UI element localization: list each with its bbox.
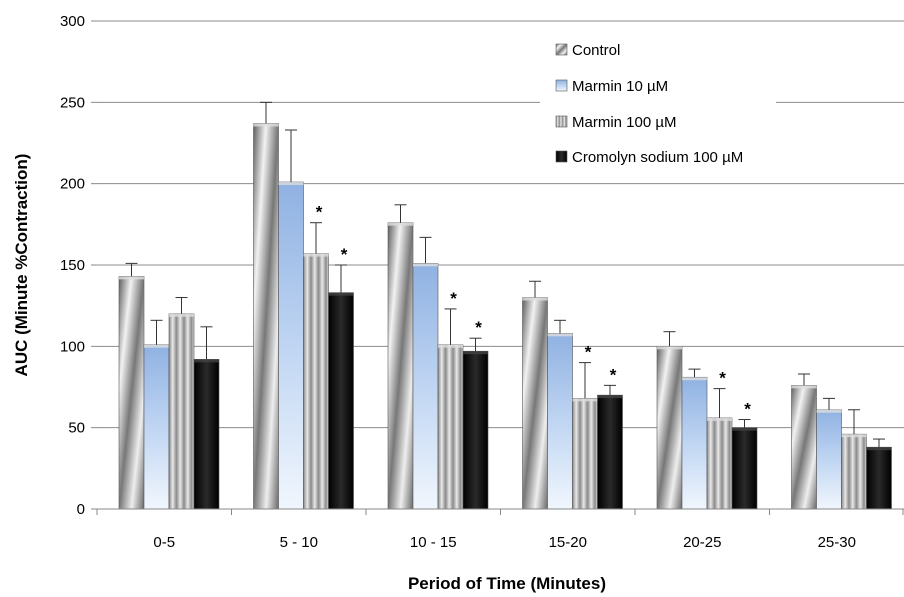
bar bbox=[791, 385, 817, 510]
legend-background bbox=[540, 30, 776, 176]
bars: * * * * * * * * bbox=[118, 101, 892, 510]
bar-cap bbox=[169, 313, 194, 317]
bar bbox=[143, 344, 170, 510]
x-tick-label: 15-20 bbox=[549, 534, 587, 551]
significance-marker: * bbox=[610, 365, 617, 384]
bar-cap bbox=[144, 344, 169, 348]
bar-cap bbox=[119, 276, 144, 280]
significance-marker: * bbox=[585, 343, 592, 362]
bar bbox=[303, 253, 329, 510]
bar-cap bbox=[303, 253, 329, 257]
gridlines bbox=[97, 20, 904, 429]
bar-cap bbox=[866, 447, 892, 451]
bar-cap bbox=[657, 346, 682, 350]
bar bbox=[522, 297, 548, 510]
bar bbox=[412, 263, 439, 510]
x-tick-label: 20-25 bbox=[683, 534, 721, 551]
bar-cap bbox=[572, 398, 598, 402]
bar-cap bbox=[388, 222, 413, 226]
bar bbox=[816, 409, 842, 510]
legend-label: Marmin 100 µM bbox=[572, 114, 677, 131]
bar bbox=[547, 333, 573, 510]
bar-cap bbox=[707, 417, 732, 421]
bar-cap bbox=[194, 359, 219, 363]
x-tick-label: 0-5 bbox=[153, 534, 175, 551]
legend-swatch bbox=[555, 150, 568, 163]
y-tick-label: 150 bbox=[60, 257, 85, 274]
y-tick-label: 250 bbox=[60, 94, 85, 111]
legend-swatch bbox=[555, 43, 568, 56]
significance-marker: * bbox=[719, 369, 726, 388]
x-tick-label: 25-30 bbox=[818, 534, 856, 551]
significance-marker: * bbox=[450, 289, 457, 308]
bar-cap bbox=[328, 292, 354, 296]
bar bbox=[118, 276, 145, 510]
bar bbox=[706, 417, 733, 510]
y-tick-label: 100 bbox=[60, 338, 85, 355]
bar bbox=[193, 359, 220, 510]
bar-cap bbox=[791, 385, 817, 389]
significance-marker: * bbox=[744, 400, 751, 419]
bar-cap bbox=[463, 351, 488, 355]
bar bbox=[572, 398, 598, 510]
legend-label: Marmin 10 µM bbox=[572, 78, 668, 95]
bar-cap bbox=[438, 344, 463, 348]
x-tick-label: 5 - 10 bbox=[280, 534, 318, 551]
bar bbox=[253, 123, 279, 510]
y-tick-label: 50 bbox=[68, 420, 85, 437]
bar bbox=[866, 446, 892, 510]
significance-marker: * bbox=[475, 318, 482, 337]
y-tick-label: 200 bbox=[60, 176, 85, 193]
bar bbox=[841, 433, 867, 510]
legend-label: Cromolyn sodium 100 µM bbox=[572, 149, 743, 166]
y-axis-title: AUC (Minute %Contraction) bbox=[12, 154, 31, 377]
bar-cap bbox=[413, 263, 438, 267]
bar-cap bbox=[682, 377, 707, 381]
bar-cap bbox=[841, 434, 867, 438]
bar bbox=[328, 292, 354, 510]
x-axis-ticks: 0-5 5 - 10 10 - 15 15-20 20-25 25-30 bbox=[96, 509, 904, 551]
bar bbox=[387, 222, 414, 510]
bar bbox=[656, 346, 683, 510]
bar-cap bbox=[816, 409, 842, 413]
bar bbox=[437, 344, 464, 510]
bar bbox=[681, 376, 708, 510]
bar bbox=[168, 313, 195, 510]
bar bbox=[597, 394, 623, 510]
legend: Control Marmin 10 µM Marmin 100 µM Cromolyn… bbox=[540, 30, 776, 176]
bar-cap bbox=[547, 333, 573, 337]
y-tick-label: 300 bbox=[60, 13, 85, 30]
legend-label: Control bbox=[572, 42, 620, 59]
bar-cap bbox=[522, 297, 548, 301]
legend-swatch bbox=[555, 79, 568, 92]
y-axis-ticks: 0 50 100 150 200 250 300 bbox=[60, 13, 97, 518]
bar bbox=[462, 350, 489, 510]
x-axis-title: Period of Time (Minutes) bbox=[408, 574, 606, 593]
significance-marker: * bbox=[341, 245, 348, 264]
significance-marker: * bbox=[316, 203, 323, 222]
legend-swatch bbox=[555, 115, 568, 128]
bar-cap bbox=[732, 427, 757, 431]
y-tick-label: 0 bbox=[77, 501, 85, 518]
bar bbox=[278, 181, 304, 510]
x-tick-label: 10 - 15 bbox=[410, 534, 457, 551]
bar bbox=[731, 427, 758, 510]
bar-cap bbox=[597, 395, 623, 399]
bar-cap bbox=[253, 123, 279, 127]
bar-cap bbox=[278, 182, 304, 186]
